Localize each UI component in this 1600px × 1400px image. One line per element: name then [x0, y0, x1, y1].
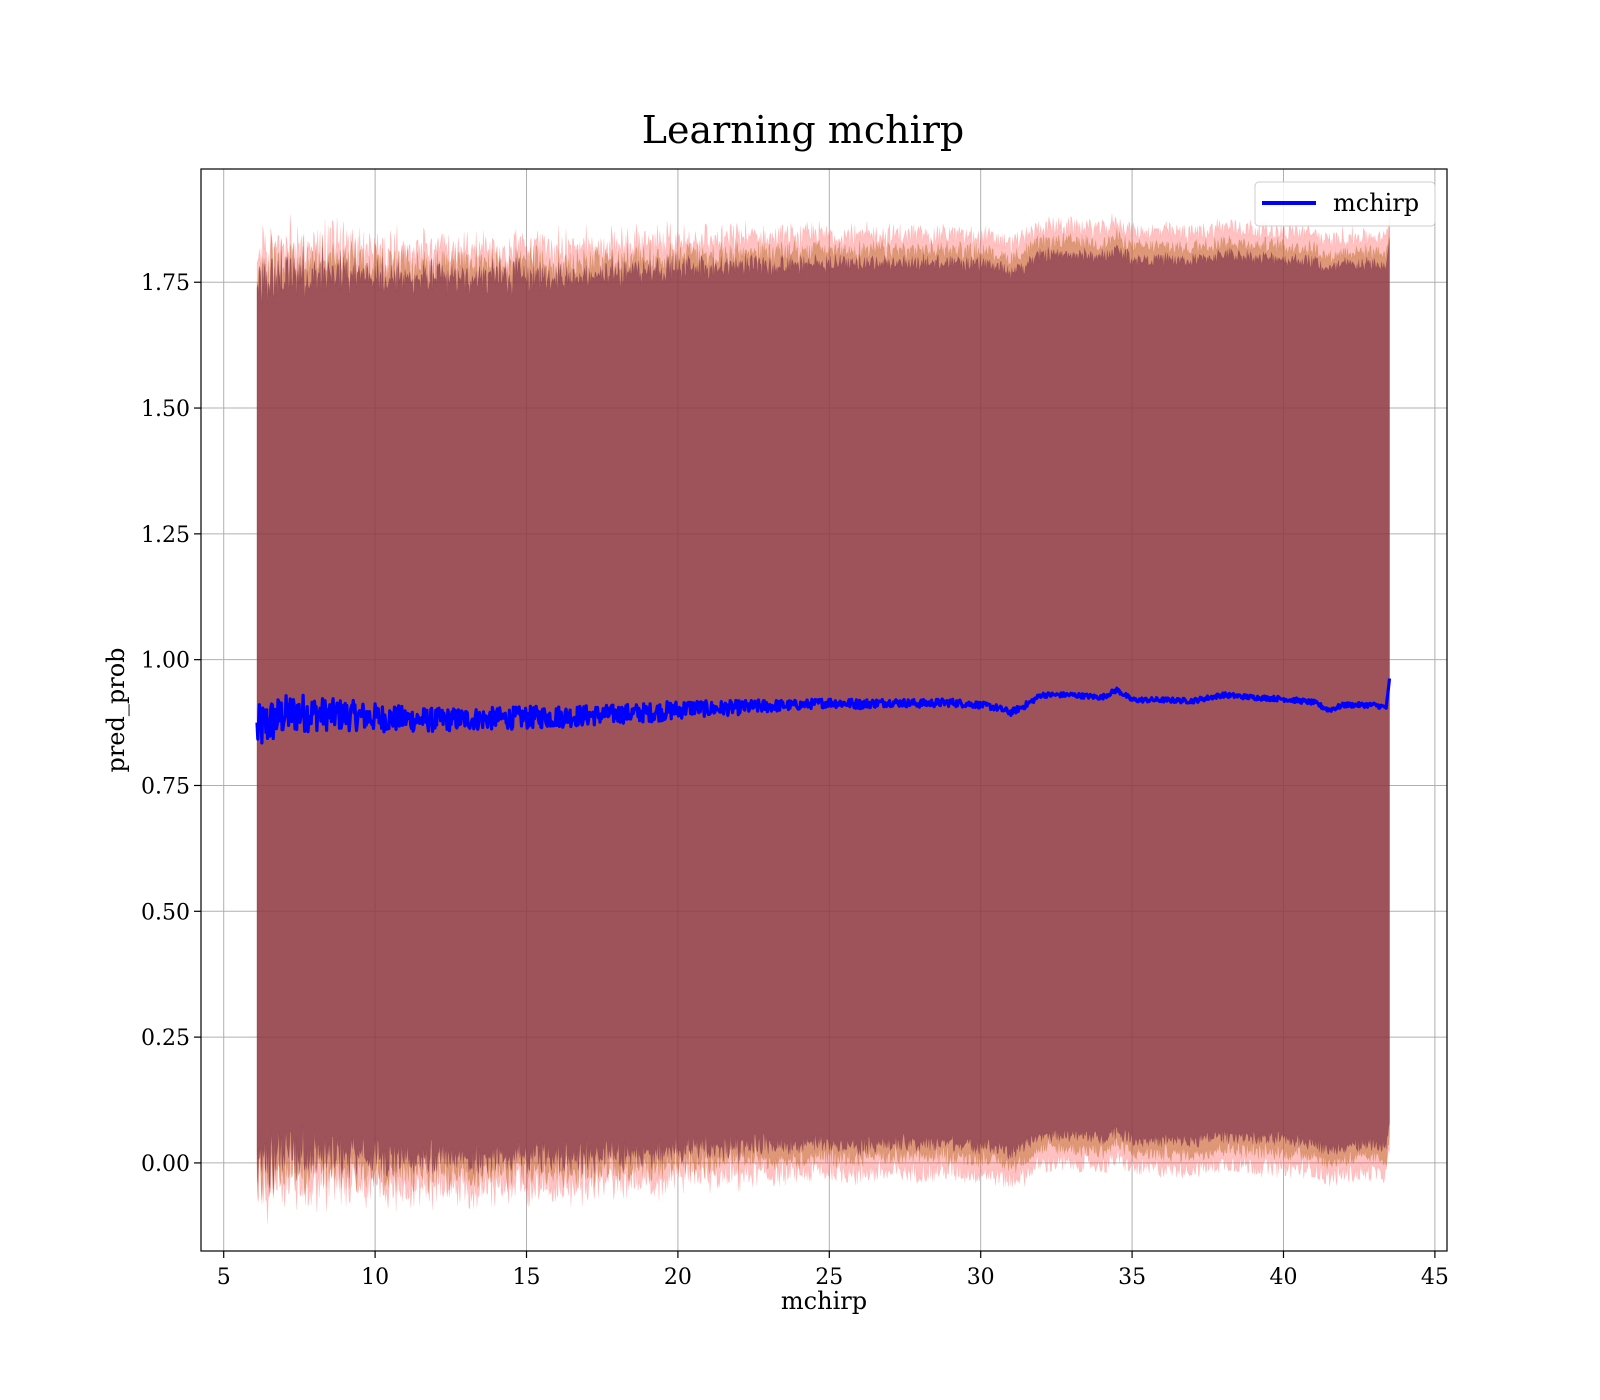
- x-tick-label: 40: [1269, 1265, 1297, 1290]
- legend-box: [1254, 181, 1436, 227]
- y-tick-label: 1.50: [141, 397, 190, 422]
- x-tick-label: 45: [1421, 1265, 1449, 1290]
- legend-label: mchirp: [1333, 189, 1419, 217]
- y-tick-label: 0.50: [141, 900, 190, 925]
- x-axis-label: mchirp: [781, 1287, 867, 1315]
- y-axis-ticks: 0.00 0.25 0.50 0.75 1.00 1.25 1.50 1.75: [141, 271, 201, 1177]
- y-axis-label: pred_prob: [102, 647, 130, 772]
- y-tick-label: 1.75: [141, 271, 190, 296]
- y-tick-label: 1.25: [141, 523, 190, 548]
- y-tick-label: 0.25: [141, 1026, 190, 1051]
- series-lines: [255, 678, 1392, 745]
- chart-title: Learning mchirp: [642, 108, 964, 152]
- x-tick-label: 35: [1118, 1265, 1146, 1290]
- legend: mchirp: [1254, 181, 1436, 227]
- x-axis-ticks: 5 10 15 20 25 30 35 40 45: [217, 1251, 1449, 1290]
- confidence-bands: [256, 208, 1390, 1225]
- plot-frame: [200, 168, 1448, 1252]
- x-tick-label: 10: [361, 1265, 389, 1290]
- series-line-mchirp: [255, 678, 1392, 745]
- x-tick-label: 5: [217, 1265, 231, 1290]
- x-tick-label: 25: [815, 1265, 843, 1290]
- x-tick-label: 20: [664, 1265, 692, 1290]
- x-tick-label: 15: [513, 1265, 541, 1290]
- y-tick-label: 1.00: [141, 649, 190, 674]
- band-inner: [256, 237, 1390, 1190]
- y-tick-label: 0.75: [141, 774, 190, 799]
- y-tick-label: 0.00: [141, 1152, 190, 1177]
- x-tick-label: 30: [967, 1265, 995, 1290]
